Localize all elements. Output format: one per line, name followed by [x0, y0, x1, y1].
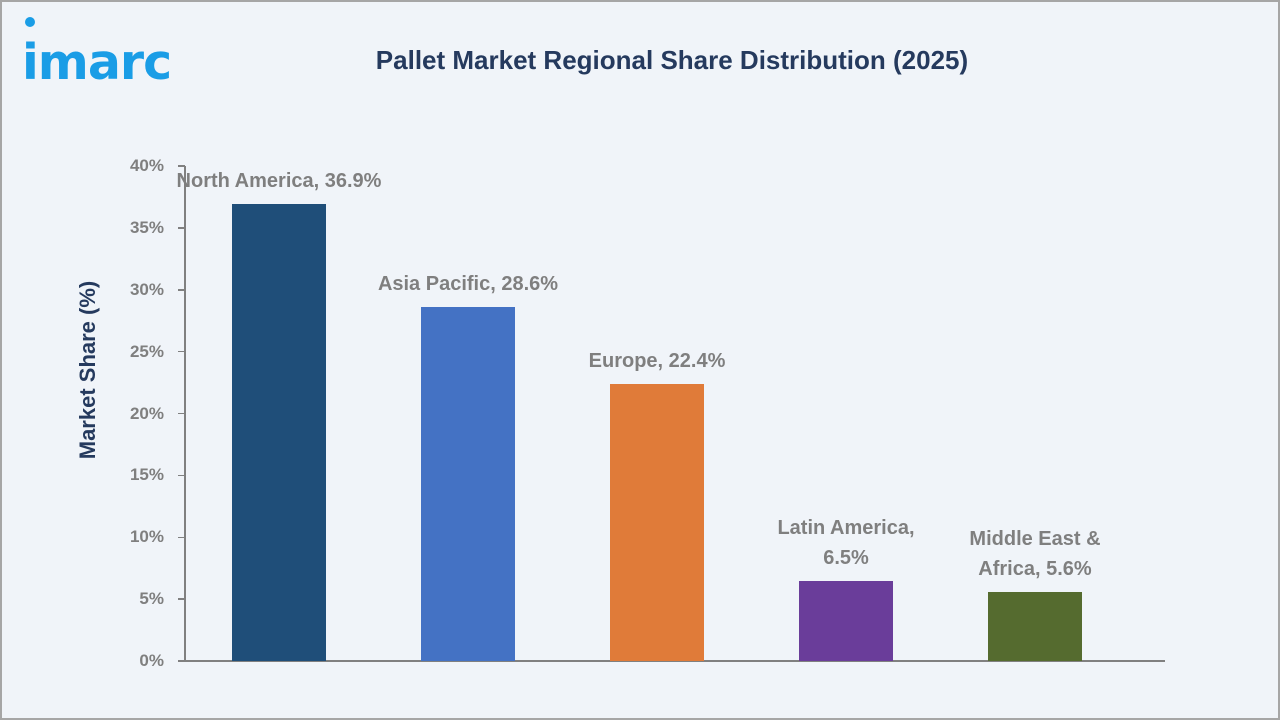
bar-data-label: Asia Pacific, 28.6%	[377, 273, 559, 296]
bar-data-label: North America, 36.9%	[176, 170, 382, 193]
y-tick	[178, 350, 185, 353]
y-tick-label: 5%	[139, 589, 164, 609]
y-tick-label: 30%	[129, 279, 164, 299]
chart-title: Pallet Market Regional Share Distributio…	[375, 45, 969, 75]
bar-europe	[610, 383, 704, 661]
bar-middle-east-africa	[988, 591, 1082, 661]
y-tick	[178, 660, 185, 662]
logo-dot-icon	[25, 17, 35, 27]
y-tick-label: 25%	[129, 341, 164, 361]
logo-text: imarc	[22, 34, 172, 91]
y-tick-label: 20%	[129, 403, 164, 423]
y-tick	[178, 412, 185, 415]
bar-data-label: Middle East & Africa, 5.6%	[969, 527, 1101, 580]
y-tick-label: 40%	[129, 156, 164, 175]
bar-north-america	[232, 204, 326, 661]
y-tick	[178, 289, 185, 291]
imarc-logo: imarc	[22, 16, 172, 91]
y-tick	[178, 598, 185, 600]
bar-data-label: Latin America, 6.5%	[777, 516, 915, 569]
y-tick	[178, 165, 185, 167]
y-tick-label: 10%	[129, 527, 164, 547]
y-tick	[178, 227, 185, 229]
bar-data-label: Europe, 22.4%	[588, 349, 726, 372]
bar-asia-pacific	[421, 307, 515, 661]
y-tick-label: 35%	[129, 217, 164, 237]
y-tick-label: 0%	[139, 651, 164, 670]
y-tick-label: 15%	[129, 465, 164, 485]
y-tick	[178, 536, 185, 538]
y-tick	[178, 474, 185, 477]
bar-latin-america	[799, 580, 893, 661]
